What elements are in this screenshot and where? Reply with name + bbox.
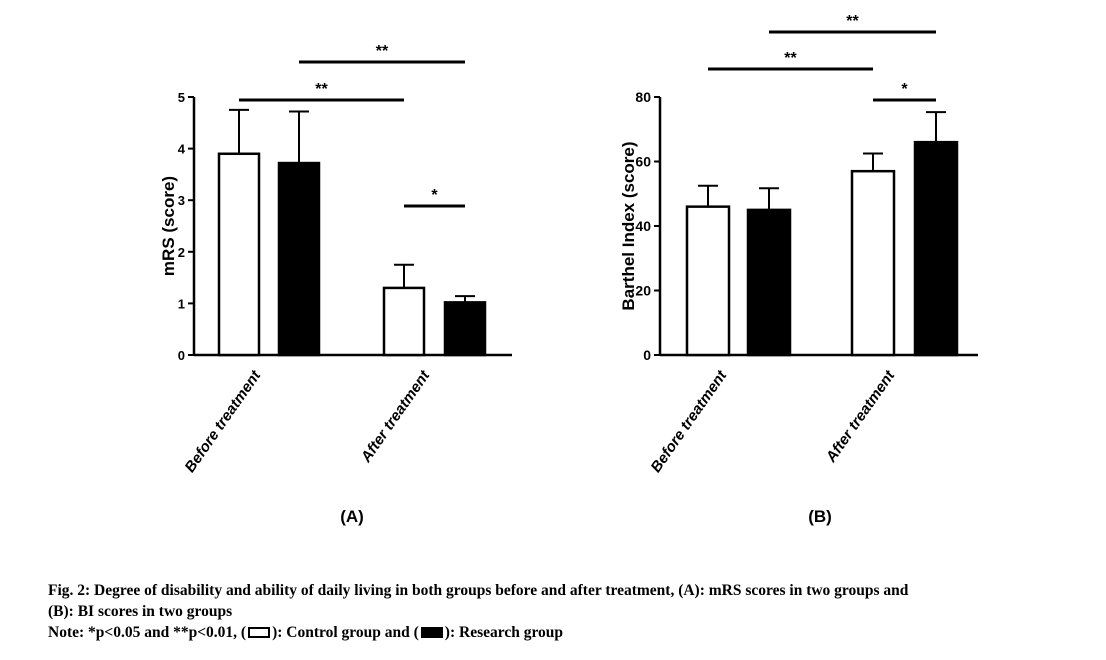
- caption-note-mid: ): Control group and (: [272, 624, 419, 641]
- panel-a-significance-label: *: [431, 187, 438, 204]
- panel-b-y-tick-label: 20: [635, 283, 651, 299]
- panel-a-y-tick-label: 1: [178, 296, 185, 311]
- panel-a-y-tick-label: 5: [178, 90, 185, 105]
- panel-a-y-tick-label: 3: [178, 193, 185, 208]
- legend-filled-box-icon: [420, 627, 443, 638]
- caption-line-2: (B): BI scores in two groups: [48, 603, 233, 620]
- panel-b-bar-research-after: [913, 140, 959, 357]
- figure-caption: Fig. 2: Degree of disability and ability…: [48, 580, 1098, 643]
- panel-b-significance-label: **: [846, 13, 859, 30]
- panel-b-significance-label: **: [784, 50, 797, 67]
- panel-a-significance-label: **: [376, 43, 389, 60]
- caption-note-start: Note: *p<0.05 and **p<0.01, (: [48, 624, 247, 641]
- panel-a-significance-label: **: [315, 81, 328, 98]
- panel-a-bar-research-before: [277, 161, 321, 357]
- panel-a-y-tick-label: 4: [178, 142, 186, 157]
- panel-b-bar-control-before: [685, 205, 731, 357]
- panel-b-category-label: After treatment: [822, 367, 899, 466]
- caption-note: Note: *p<0.05 and **p<0.01, ( ): Control …: [48, 622, 1098, 643]
- panel-a-bar-control-before: [217, 152, 261, 357]
- panel-a-y-tick-label: 0: [178, 348, 185, 363]
- panel-a-y-axis-title: mRS (score): [159, 176, 178, 276]
- panel-a-bar-control-after: [382, 286, 426, 357]
- caption-line-1: Fig. 2: Degree of disability and ability…: [48, 582, 909, 599]
- panel-b-y-tick-label: 40: [635, 218, 651, 234]
- panel-a-category-label: After treatment: [357, 367, 434, 466]
- panel-b-y-tick-label: 80: [635, 89, 651, 105]
- caption-note-end: ): Research group: [444, 624, 564, 641]
- legend-open-box-icon: [248, 627, 271, 638]
- panel-b-y-tick-label: 60: [635, 154, 651, 170]
- panel-b-y-axis-title: Barthel Index (score): [619, 141, 638, 310]
- panel-a-category-label: Before treatment: [182, 367, 265, 476]
- panel-a-bar-research-after: [443, 301, 487, 357]
- panel-b-y-tick-label: 0: [643, 347, 651, 363]
- panel-b-bar-control-after: [850, 169, 896, 357]
- panel-b-category-label: Before treatment: [648, 367, 731, 476]
- figure-canvas: 0 1 2 3 4 5 mRS (score) Before treatment After t…: [159, 13, 978, 526]
- panel-b-bar-research-before: [746, 208, 792, 357]
- panel-b-label: (B): [808, 507, 832, 526]
- panel-b-significance-label: *: [901, 81, 908, 98]
- panel-a-y-tick-label: 2: [178, 245, 185, 260]
- panel-a-label: (A): [340, 507, 364, 526]
